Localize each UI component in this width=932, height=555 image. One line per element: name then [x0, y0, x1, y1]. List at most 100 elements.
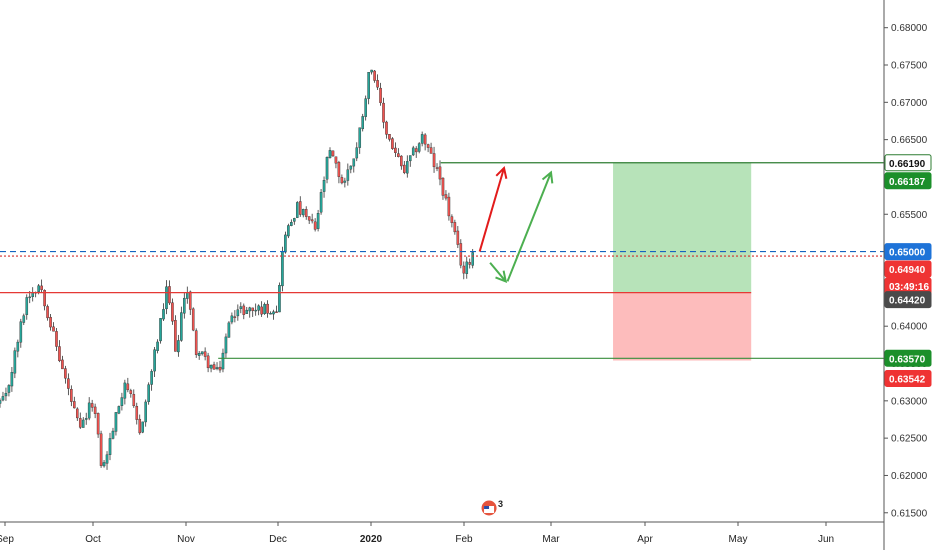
candle-body: [188, 291, 192, 310]
candle-body: [209, 364, 213, 369]
candle-body: [400, 155, 403, 167]
y-tick-label: 0.61500: [891, 508, 928, 519]
price-label: 0.63542: [889, 375, 926, 386]
candle-body: [462, 265, 466, 274]
price-label-box[interactable]: [884, 172, 932, 190]
price-label-box[interactable]: [884, 370, 932, 388]
candle-body: [450, 216, 454, 223]
candle-body: [471, 252, 475, 266]
loss-zone[interactable]: [613, 292, 752, 361]
candle-body: [123, 382, 127, 399]
candle-body: [349, 165, 353, 170]
candle-body: [426, 144, 430, 148]
candle-body: [168, 286, 171, 304]
candle-body: [340, 177, 344, 184]
x-tick-label: 2020: [360, 534, 383, 545]
candle-body: [287, 225, 290, 237]
candle-body: [147, 384, 150, 402]
candle-body: [212, 364, 216, 370]
candle-body: [1, 396, 5, 401]
arrow-head-0: [495, 165, 508, 179]
candle-body: [459, 243, 463, 266]
x-tick-label: Sep: [0, 534, 14, 545]
y-tick-label: 0.68000: [891, 23, 928, 34]
candle-body: [150, 371, 153, 385]
candle-body: [162, 309, 165, 320]
price-label-box[interactable]: [884, 291, 932, 309]
y-tick-label: 0.67500: [891, 61, 928, 72]
x-tick-label: Nov: [177, 534, 195, 545]
candle-body: [28, 296, 32, 299]
candle-body: [224, 336, 228, 354]
candle-body: [138, 418, 142, 434]
price-label-box[interactable]: [884, 243, 932, 261]
candle-body: [272, 311, 275, 315]
candle-body: [290, 222, 293, 226]
candle-body: [254, 309, 257, 312]
candle-body: [382, 102, 385, 123]
price-label-box[interactable]: [884, 154, 932, 172]
candle-body: [242, 305, 246, 315]
candle-body: [298, 201, 302, 215]
candle-body: [191, 308, 195, 331]
candle-body: [417, 143, 421, 152]
candle-body: [465, 261, 469, 274]
candle-body: [40, 285, 43, 290]
x-tick-label: Jun: [818, 534, 834, 545]
candle-body: [423, 134, 427, 145]
trend-arrow-1[interactable]: [489, 262, 507, 283]
candle-body: [429, 147, 433, 154]
candle-body: [301, 209, 305, 216]
trend-arrow-2[interactable]: [506, 172, 552, 282]
candle-body: [227, 322, 231, 338]
candle-body: [185, 292, 189, 299]
price-label-box[interactable]: [884, 260, 932, 278]
profit-zone[interactable]: [613, 162, 752, 293]
candle-body: [22, 315, 26, 323]
candle-body: [177, 340, 180, 353]
candle-body: [432, 153, 436, 168]
candle-body: [322, 180, 326, 192]
candle-body: [73, 401, 76, 409]
candle-body: [310, 219, 314, 222]
candle-body: [456, 230, 460, 245]
candle-body: [343, 180, 347, 183]
candle-body: [132, 394, 136, 407]
candle-body: [266, 303, 269, 314]
candle-body: [7, 385, 11, 393]
candle-body: [367, 72, 370, 99]
candle-body: [221, 352, 225, 370]
price-label: 03:49:16: [889, 282, 929, 293]
candle-body: [453, 222, 457, 233]
candle-body: [361, 116, 365, 130]
trend-arrow-0[interactable]: [478, 167, 505, 252]
candle-body: [108, 438, 112, 455]
candle-body: [105, 454, 109, 464]
events-badge-count: 3: [498, 499, 503, 509]
flag-icon: [484, 506, 495, 513]
x-tick-label: May: [729, 534, 748, 545]
price-label: 0.66187: [889, 177, 926, 188]
y-tick-label: 0.63000: [891, 396, 928, 407]
arrow-head-1: [495, 270, 508, 284]
candle-body: [215, 367, 219, 369]
candle-body: [248, 307, 252, 312]
candle-body: [394, 147, 397, 154]
price-label-box[interactable]: [884, 349, 932, 367]
candle-body: [313, 221, 317, 230]
candle-body: [141, 421, 145, 433]
price-label: 0.65000: [889, 248, 926, 259]
candle-body: [373, 70, 376, 81]
candle-body: [10, 372, 14, 387]
candle-body: [328, 150, 332, 158]
candle-body: [441, 177, 445, 196]
candle-body: [180, 312, 183, 341]
candle-body: [96, 413, 100, 435]
candle-body: [218, 366, 222, 371]
candle-body: [376, 80, 379, 88]
candle-body: [245, 309, 249, 314]
price-label: 0.63570: [889, 354, 926, 365]
candle-body: [260, 306, 263, 315]
